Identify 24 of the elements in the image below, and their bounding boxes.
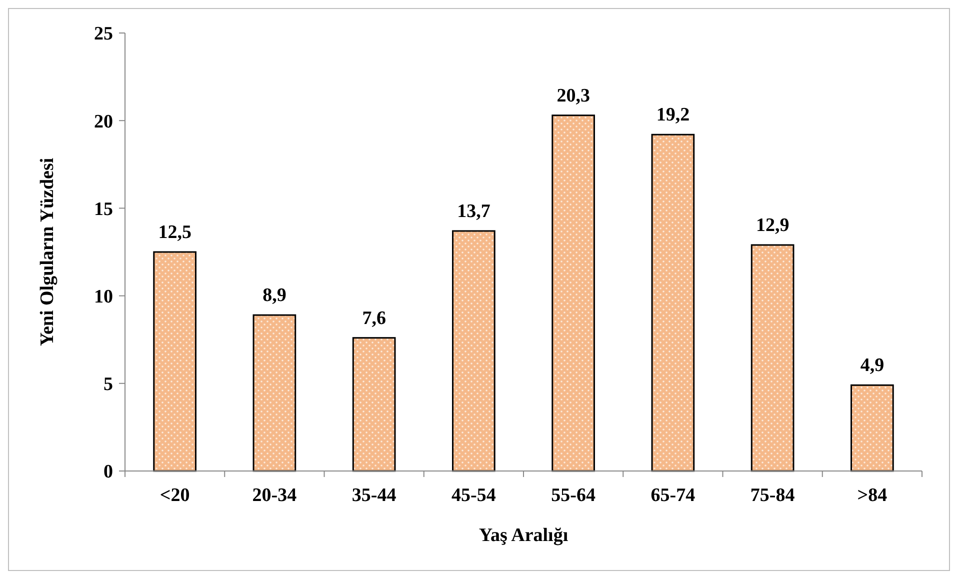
x-tick-label: 65-74 [650,485,696,506]
data-label: 8,9 [262,285,286,306]
x-tick-label: 75-84 [750,485,796,506]
x-tick-label: 35-44 [352,485,397,506]
data-label: 4,9 [860,355,884,376]
data-label: 20,3 [556,85,590,106]
data-label: 7,6 [362,308,386,329]
x-tick-label: 55-64 [551,485,596,506]
y-axis-title: Yeni Olguların Yüzdesi [37,158,58,346]
y-tick-label: 15 [94,198,113,220]
y-tick-label: 5 [104,374,113,396]
x-tick-label: >84 [857,485,888,506]
data-label: 12,9 [756,214,790,236]
x-tick-label: 20-34 [252,485,298,506]
y-tick-label: 25 [94,24,113,45]
data-label: 13,7 [457,200,491,222]
x-tick-label: <20 [160,485,190,506]
y-tick-label: 10 [94,286,113,308]
x-tick-label: 45-54 [452,485,496,506]
data-label: 19,2 [656,104,690,126]
y-tick-label: 20 [94,111,113,132]
x-axis-title: Yaş Aralığı [478,525,568,546]
y-tick-label: 0 [104,462,113,483]
data-label: 12,5 [158,222,192,243]
